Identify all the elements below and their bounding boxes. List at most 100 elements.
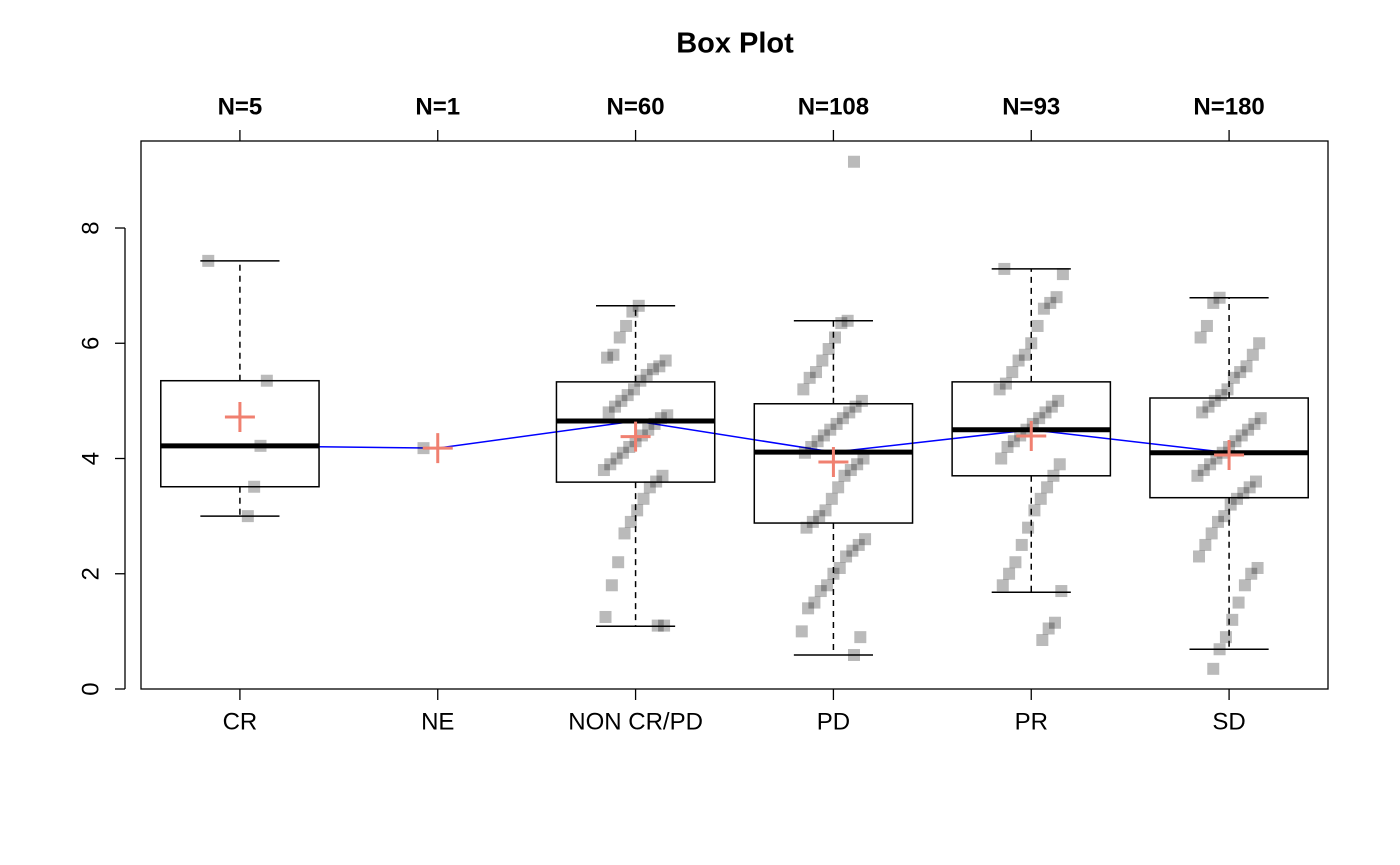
data-point	[996, 579, 1009, 592]
data-point	[832, 481, 845, 494]
data-point	[621, 389, 634, 402]
data-point	[1050, 291, 1063, 304]
data-point	[819, 504, 832, 517]
data-point	[813, 510, 826, 523]
data-point	[993, 383, 1006, 396]
n-label: N=1	[415, 93, 460, 120]
data-point	[1208, 394, 1221, 407]
data-point	[824, 423, 837, 436]
data-point	[1193, 550, 1206, 563]
n-label: N=108	[798, 93, 869, 120]
data-point	[1018, 348, 1031, 361]
data-point	[1052, 394, 1065, 407]
data-point	[1199, 538, 1212, 551]
data-point	[1055, 585, 1068, 598]
data-point	[1001, 440, 1014, 453]
data-point	[825, 492, 838, 505]
median-line	[239, 420, 1230, 454]
data-point	[840, 550, 853, 563]
data-point	[816, 354, 829, 367]
data-point	[613, 331, 626, 344]
data-point	[1234, 366, 1247, 379]
data-point	[607, 348, 620, 361]
data-point	[241, 510, 254, 523]
data-point	[1034, 492, 1047, 505]
chart-title: Box Plot	[676, 28, 794, 60]
data-point	[846, 544, 859, 557]
data-point	[646, 363, 659, 376]
x-tick-label: NON CR/PD	[568, 708, 703, 735]
n-label: N=93	[1002, 93, 1060, 120]
mean-marker	[224, 402, 255, 433]
data-point	[615, 394, 628, 407]
data-point	[1243, 481, 1256, 494]
data-point	[1227, 371, 1240, 384]
data-point	[1194, 331, 1207, 344]
data-point	[854, 631, 867, 644]
y-tick-label: 8	[77, 221, 104, 234]
data-point	[800, 521, 813, 534]
data-point	[1253, 337, 1266, 350]
data-point	[650, 475, 663, 488]
data-point	[797, 383, 810, 396]
data-point	[626, 305, 639, 318]
data-point	[995, 452, 1008, 465]
data-point	[1039, 406, 1052, 419]
data-point	[602, 406, 615, 419]
data-point	[1204, 458, 1217, 471]
data-point	[634, 374, 647, 387]
data-point	[844, 464, 857, 477]
data-point	[1025, 337, 1038, 350]
data-point	[248, 480, 261, 493]
data-point	[1230, 492, 1243, 505]
data-point	[806, 515, 819, 528]
data-point	[814, 585, 827, 598]
data-point	[821, 579, 834, 592]
data-point	[1044, 296, 1057, 309]
data-point	[1022, 521, 1035, 534]
data-point	[1196, 406, 1209, 419]
data-point	[1009, 556, 1022, 569]
data-point	[623, 440, 636, 453]
data-point	[1213, 291, 1226, 304]
y-tick-label: 4	[77, 452, 104, 465]
data-point	[1212, 515, 1225, 528]
data-point	[1245, 567, 1258, 580]
n-label: N=60	[607, 93, 665, 120]
data-point	[1235, 429, 1248, 442]
data-point	[999, 377, 1012, 390]
data-point	[653, 360, 666, 373]
data-point	[1221, 383, 1234, 396]
data-point	[847, 155, 860, 168]
mean-marker	[422, 433, 453, 464]
data-point	[599, 610, 612, 623]
data-point	[637, 492, 650, 505]
data-point	[1037, 302, 1050, 315]
data-point	[1237, 487, 1250, 500]
data-point	[656, 469, 669, 482]
data-point	[609, 400, 622, 413]
data-point	[1033, 412, 1046, 425]
data-point	[1047, 469, 1060, 482]
data-point	[849, 400, 862, 413]
data-point	[1197, 464, 1210, 477]
y-tick-label: 0	[77, 682, 104, 695]
data-point	[618, 527, 631, 540]
data-point	[1219, 631, 1232, 644]
data-point	[1249, 475, 1262, 488]
data-point	[1200, 319, 1213, 332]
data-point	[1015, 538, 1028, 551]
data-point	[605, 579, 618, 592]
x-tick-label: PD	[817, 708, 850, 735]
data-point	[811, 435, 824, 448]
data-point	[852, 538, 865, 551]
data-point	[616, 446, 629, 459]
mean-marker	[620, 421, 651, 452]
x-tick-label: PR	[1015, 708, 1048, 735]
data-point	[1238, 579, 1251, 592]
data-point	[1207, 296, 1220, 309]
data-point	[1232, 596, 1245, 609]
data-point	[597, 464, 610, 477]
x-tick-label: SD	[1212, 708, 1245, 735]
data-point	[808, 596, 821, 609]
